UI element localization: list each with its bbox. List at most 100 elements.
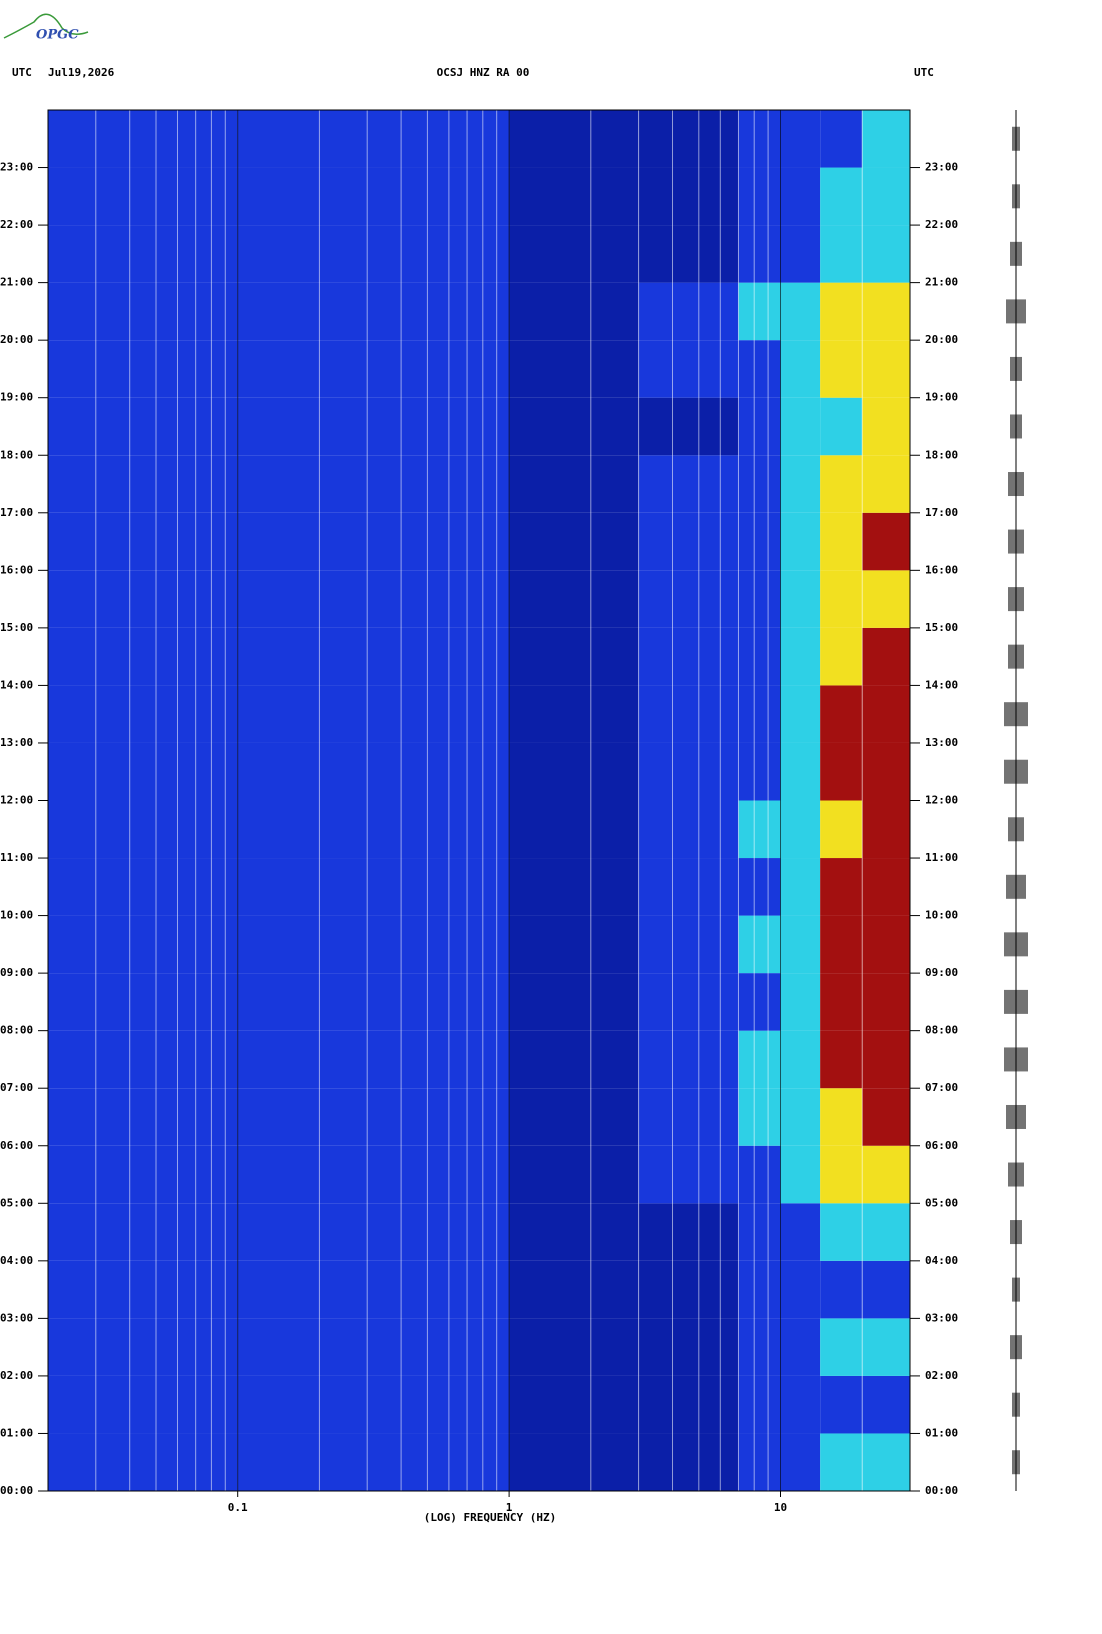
spectrogram-cell: [237, 1318, 510, 1376]
spectrogram-cell: [780, 915, 821, 974]
y-tick-label-right: 17:00: [925, 506, 958, 519]
spectrogram-cell: [862, 455, 910, 513]
spectrogram-cell: [738, 1203, 781, 1261]
spectrogram-cell: [48, 455, 238, 513]
spectrogram-cell: [820, 110, 863, 168]
y-tick-label-right: 10:00: [925, 909, 958, 922]
spectrogram-cell: [862, 1030, 910, 1089]
spectrogram-cell: [48, 627, 238, 686]
spectrogram-cell: [862, 167, 910, 226]
spectrogram-cell: [862, 110, 910, 168]
trace-amplitude: [1004, 759, 1028, 784]
spectrogram-cell: [780, 1030, 821, 1089]
spectrogram-cell: [509, 742, 639, 801]
y-tick-label-right: 04:00: [925, 1254, 958, 1267]
spectrogram-cell: [862, 1318, 910, 1376]
trace-amplitude: [1010, 1220, 1022, 1245]
spectrogram-cell: [48, 570, 238, 628]
header-right: UTC: [914, 66, 934, 79]
spectrogram-cell: [48, 110, 238, 168]
spectrogram-cell: [820, 627, 863, 686]
y-tick-label-left: 13:00: [0, 736, 33, 749]
spectrogram-cell: [237, 742, 510, 801]
y-tick-label-right: 03:00: [925, 1311, 958, 1324]
y-tick-label-left: 22:00: [0, 218, 33, 231]
spectrogram-cell: [738, 1318, 781, 1376]
plot-frame: [47, 109, 911, 1492]
spectrogram-cell: [237, 225, 510, 283]
spectrogram-cell: [862, 742, 910, 801]
spectrogram-cell: [237, 627, 510, 686]
trace-amplitude: [1004, 932, 1028, 957]
spectrogram-cell: [738, 282, 781, 341]
spectrogram-cell: [780, 167, 821, 226]
trace-amplitude: [1012, 126, 1020, 151]
spectrogram-cell: [862, 512, 910, 571]
spectrogram-cell: [820, 858, 863, 916]
y-tick-label-left: 14:00: [0, 678, 33, 691]
spectrogram-cell: [237, 570, 510, 628]
spectrogram-cell: [780, 1375, 821, 1434]
spectrogram-cell: [862, 685, 910, 743]
spectrogram-cell: [48, 1145, 238, 1204]
spectrogram-cell: [862, 800, 910, 859]
spectrogram-cell: [509, 1318, 639, 1376]
spectrogram-cell: [780, 1203, 821, 1261]
spectrogram-cell: [509, 512, 639, 571]
spectrogram-cell: [638, 627, 739, 686]
spectrogram-cell: [780, 800, 821, 859]
spectrogram-cell: [48, 1030, 238, 1089]
spectrogram-cell: [862, 397, 910, 456]
y-tick-label-right: 07:00: [925, 1081, 958, 1094]
spectrogram-cell: [237, 973, 510, 1031]
y-tick-label-left: 23:00: [0, 161, 33, 174]
trace-amplitude: [1004, 702, 1028, 727]
spectrogram-cell: [509, 1145, 639, 1204]
spectrogram-cell: [638, 1318, 739, 1376]
y-tick-label-right: 22:00: [925, 218, 958, 231]
spectrogram-cell: [820, 570, 863, 628]
spectrogram-cell: [48, 1318, 238, 1376]
x-tick-label: 10: [774, 1501, 787, 1514]
y-tick-label-left: 15:00: [0, 621, 33, 634]
spectrogram-cell: [738, 627, 781, 686]
y-tick-label-left: 07:00: [0, 1081, 33, 1094]
spectrogram-cell: [638, 742, 739, 801]
trace-amplitude: [1004, 1047, 1028, 1072]
spectrogram-cell: [237, 800, 510, 859]
spectrogram-cell: [638, 1375, 739, 1434]
trace-amplitude: [1010, 1335, 1022, 1360]
spectrogram-cell: [820, 1260, 863, 1319]
trace-amplitude: [1008, 472, 1024, 497]
spectrogram-cell: [509, 340, 639, 398]
x-axis-label: (LOG) FREQUENCY (HZ): [424, 1511, 556, 1524]
trace-amplitude: [1010, 356, 1022, 381]
trace-amplitude: [1012, 184, 1020, 209]
spectrogram-cell: [820, 915, 863, 974]
spectrogram-cell: [862, 225, 910, 283]
y-tick-label-right: 09:00: [925, 966, 958, 979]
spectrogram-cell: [638, 282, 739, 341]
y-tick-label-left: 20:00: [0, 333, 33, 346]
spectrogram-cell: [820, 800, 863, 859]
spectrogram-cell: [237, 685, 510, 743]
spectrogram-cell: [638, 973, 739, 1031]
spectrogram-cell: [862, 570, 910, 628]
spectrogram-cell: [638, 397, 739, 456]
y-tick-label-right: 01:00: [925, 1426, 958, 1439]
y-tick-label-left: 06:00: [0, 1139, 33, 1152]
spectrogram-cell: [638, 858, 739, 916]
trace-amplitude: [1008, 529, 1024, 554]
spectrogram-cell: [509, 1433, 639, 1491]
spectrogram-cell: [509, 1260, 639, 1319]
spectrogram-cell: [237, 397, 510, 456]
trace-amplitude: [1006, 874, 1026, 899]
plot: 0.1 1 10 00:00 00:00 01:00 01:00 02:00 02:00 03:0…: [0, 109, 1028, 1514]
spectrogram-cell: [237, 512, 510, 571]
x-tick-label: 0.1: [228, 1501, 248, 1514]
spectrogram-cell: [509, 570, 639, 628]
spectrogram-cell: [780, 685, 821, 743]
trace-amplitude: [1006, 1104, 1026, 1129]
spectrogram-cell: [237, 1030, 510, 1089]
